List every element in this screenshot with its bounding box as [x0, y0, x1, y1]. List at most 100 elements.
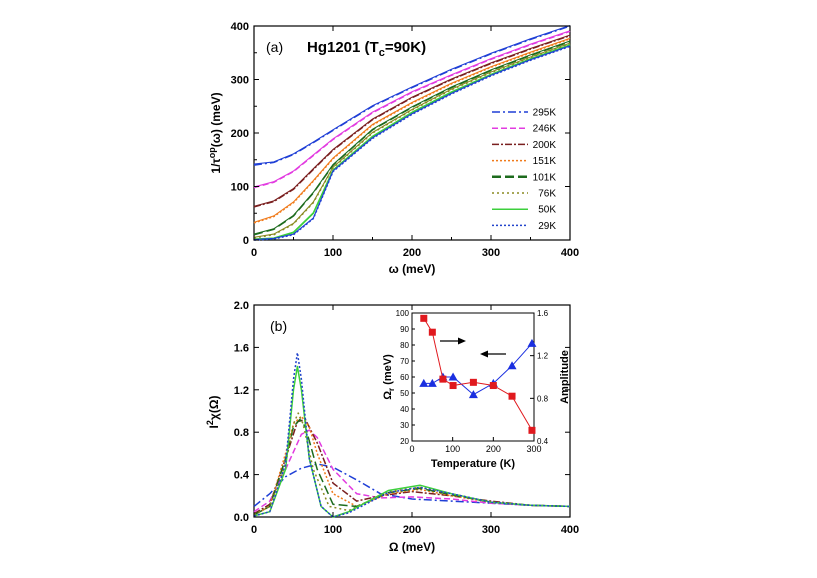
panel-a-ytick-label: 0 — [243, 235, 249, 247]
inset-point-triangle — [427, 378, 437, 387]
panel-a-fit-200k-fit — [253, 34, 571, 207]
inset-ytick-label: 60 — [400, 373, 409, 382]
inset-point-square — [449, 382, 457, 390]
inset-point-square — [469, 378, 477, 386]
panel-b-ytick-label: 1.2 — [234, 385, 249, 397]
panel-b-xlabel: Ω (meV) — [389, 540, 435, 554]
legend-label-29k: 29K — [538, 221, 556, 232]
legend-label-76k: 76K — [538, 189, 556, 200]
panel-a-legend: 295K 246K 200K 151K 101K 76K 50K 29K — [492, 108, 556, 232]
panel-b-ytick-label: 0.8 — [234, 427, 249, 439]
inset-data — [419, 314, 537, 434]
panel-b-series-29k — [253, 351, 571, 518]
panel-a-xtick-label: 400 — [561, 247, 579, 259]
inset-point-triangle — [468, 390, 478, 399]
inset-xtick-label: 100 — [445, 444, 460, 454]
legend-label-295k: 295K — [533, 108, 557, 119]
inset-ytick-label: 30 — [400, 421, 409, 430]
inset-point-triangle — [448, 372, 458, 381]
panel-a-fit-29k-fit — [253, 45, 571, 241]
panel-a-ticks: 0 100 200 300 400 0 100 200 300 400 — [231, 21, 580, 259]
legend-label-200k: 200K — [533, 140, 557, 151]
panel-a-title-subscript: c — [379, 47, 385, 59]
inset: 0 100 200 300 20 30 40 50 60 70 80 90 100 0.4 0.8 1.2 1.… — [382, 309, 571, 470]
inset-ytick-right-label: 1.2 — [537, 352, 549, 361]
panel-b-series-246k — [253, 429, 571, 513]
panel-a-series-151k — [253, 38, 571, 224]
panel-b-ytick-label: 0.0 — [234, 512, 249, 524]
panel-a-title: Hg1201 (Tc=90K) — [307, 39, 426, 59]
panel-a-fit-101k-fit — [253, 40, 571, 235]
inset-ytick-label: 100 — [396, 309, 410, 318]
legend-label-151k: 151K — [533, 156, 557, 167]
panel-b-xtick-label: 300 — [482, 524, 500, 536]
inset-xtick-label: 0 — [409, 444, 414, 454]
panel-a-ytick-label: 400 — [231, 21, 249, 33]
inset-ytick-label: 50 — [400, 389, 409, 398]
panel-a-ytick-label: 300 — [231, 75, 249, 87]
inset-ytick-label: 70 — [400, 357, 409, 366]
inset-point-triangle — [419, 378, 429, 387]
inset-ytick-label: 40 — [400, 405, 409, 414]
panel-a-ylabel-superscript: op — [207, 147, 217, 158]
inset-ylabel-subscript: r — [387, 388, 396, 391]
inset-ytick-right-label: 0.4 — [537, 437, 549, 446]
panel-a-xlabel: ω (meV) — [389, 262, 436, 276]
panel-a-label: (a) — [266, 39, 283, 55]
inset-ytick-label: 20 — [400, 437, 409, 446]
panel-b-curves — [253, 351, 571, 518]
panel-a-series-29k — [253, 45, 571, 241]
panel-b-ytick-label: 1.6 — [234, 342, 249, 354]
panel-b-ytick-label: 0.4 — [234, 470, 250, 482]
inset-point-square — [508, 392, 516, 400]
inset-ytick-right-label: 1.6 — [537, 309, 549, 318]
inset-point-square — [428, 328, 436, 336]
inset-xlabel: Temperature (K) — [431, 458, 515, 470]
inset-point-square — [439, 375, 447, 383]
panel-b-xtick-label: 100 — [324, 524, 342, 536]
inset-ylabel-right: Amplitude — [559, 350, 571, 404]
panel-b-xtick-label: 0 — [251, 524, 257, 536]
panel-b-series-76k — [253, 412, 571, 516]
inset-xtick-label: 200 — [486, 444, 501, 454]
inset-ytick-right-label: 0.8 — [537, 394, 549, 403]
inset-ticks: 0 100 200 300 20 30 40 50 60 70 80 90 100 0.4 0.8 1.2 1.… — [396, 309, 549, 454]
panel-a-fit-76k-fit — [253, 42, 571, 238]
panel-a-curves — [253, 24, 571, 241]
panel-b-xtick-label: 200 — [403, 524, 421, 536]
inset-point-triangle — [527, 338, 537, 347]
panel-a-xtick-label: 200 — [403, 247, 421, 259]
inset-point-square — [489, 382, 497, 390]
inset-ytick-label: 80 — [400, 341, 409, 350]
panel-a-fit-50k-fit — [253, 44, 571, 240]
panel-b-label: (b) — [270, 318, 287, 334]
arrow-left-icon — [480, 350, 506, 358]
panel-a-xtick-label: 100 — [324, 247, 342, 259]
panel-a-xtick-label: 300 — [482, 247, 500, 259]
panel-a-series-50k — [253, 44, 571, 241]
inset-ylabel-left: Ωr (meV) — [382, 354, 396, 400]
legend-label-101k: 101K — [533, 172, 557, 183]
panel-a-fit-246k-fit — [253, 30, 571, 188]
legend-label-50k: 50K — [538, 205, 556, 216]
panel-a-ytick-label: 200 — [231, 128, 249, 140]
inset-point-square — [528, 426, 536, 434]
inset-xtick-label: 300 — [526, 444, 541, 454]
panel-a-fit-295k-fit — [253, 24, 571, 165]
panel-b-ylabel-superscript: 2 — [205, 420, 215, 425]
panel-a-xtick-label: 0 — [251, 247, 257, 259]
arrow-right-icon — [440, 337, 466, 345]
panel-a: 0 100 200 300 400 0 100 200 300 400 (a) Hg1201 (T… — [207, 21, 579, 276]
inset-ytick-label: 90 — [400, 325, 409, 334]
panel-b-series-295k — [253, 463, 571, 508]
panel-a-fit-151k-fit — [253, 37, 571, 223]
legend-label-246k: 246K — [533, 124, 557, 135]
inset-point-triangle — [507, 361, 517, 370]
inset-point-square — [420, 314, 428, 322]
panel-a-ytick-label: 100 — [231, 182, 249, 194]
panel-b-ytick-label: 2.0 — [234, 300, 249, 312]
panel-a-ylabel: 1/τop(ω) (meV) — [207, 92, 223, 173]
